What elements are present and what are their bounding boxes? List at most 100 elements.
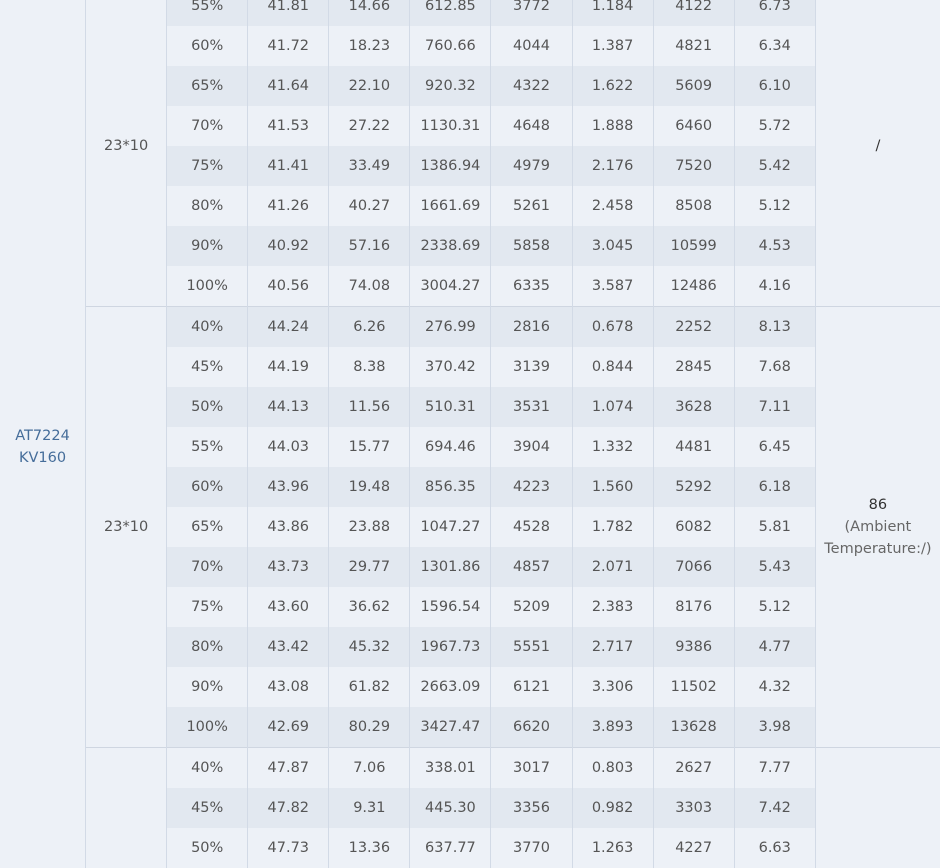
torque-cell: 9386	[653, 627, 735, 667]
current-cell: 9.31	[328, 788, 411, 828]
current-cell: 45.32	[328, 627, 411, 667]
efficiency-cell: 7.77	[734, 747, 816, 788]
thrust-cell: 2.717	[572, 627, 654, 667]
efficiency-cell: 4.16	[734, 266, 816, 307]
thrust-cell: 3.893	[572, 707, 654, 748]
table-row: 90% 43.08 61.82 2663.09 6121 3.306 11502 4.32	[0, 667, 940, 707]
rpm-cell: 4322	[490, 66, 573, 106]
efficiency-cell: 4.53	[734, 226, 816, 266]
power-cell: 760.66	[409, 26, 492, 66]
rpm-cell: 5209	[490, 587, 573, 627]
power-cell: 1967.73	[409, 627, 492, 667]
power-cell: 2338.69	[409, 226, 492, 266]
torque-cell: 8176	[653, 587, 735, 627]
torque-cell: 4122	[653, 0, 735, 26]
current-cell: 74.08	[328, 266, 411, 307]
torque-cell: 10599	[653, 226, 735, 266]
voltage-cell: 43.08	[247, 667, 330, 707]
thrust-cell: 3.306	[572, 667, 654, 707]
throttle-cell: 60%	[166, 467, 249, 507]
throttle-cell: 55%	[166, 427, 249, 467]
current-cell: 8.38	[328, 347, 411, 387]
rpm-cell: 6121	[490, 667, 573, 707]
efficiency-cell: 4.32	[734, 667, 816, 707]
rpm-cell: 4979	[490, 146, 573, 186]
throttle-cell: 50%	[166, 828, 249, 868]
torque-cell: 6082	[653, 507, 735, 547]
table-row: 40% 47.87 7.06 338.01 3017 0.803 2627 7.77	[0, 747, 940, 868]
thrust-cell: 0.982	[572, 788, 654, 828]
power-cell: 276.99	[409, 306, 492, 347]
motor-kv: KV160	[18, 450, 67, 466]
motor-model-cell: AT7224 KV160	[0, 0, 87, 868]
power-cell: 920.32	[409, 66, 492, 106]
efficiency-cell: 6.73	[734, 0, 816, 26]
rpm-cell: 6335	[490, 266, 573, 307]
rpm-cell: 5551	[490, 627, 573, 667]
temperature-cell: /	[815, 0, 940, 307]
rpm-cell: 3772	[490, 0, 573, 26]
temperature-value: 86	[868, 497, 888, 513]
efficiency-cell: 6.63	[734, 828, 816, 868]
rpm-cell: 4648	[490, 106, 573, 146]
table-row: 70% 43.73 29.77 1301.86 4857 2.071 7066 5.43	[0, 547, 940, 587]
voltage-cell: 41.64	[247, 66, 330, 106]
thrust-cell: 3.045	[572, 226, 654, 266]
power-cell: 445.30	[409, 788, 492, 828]
power-cell: 1301.86	[409, 547, 492, 587]
throttle-cell: 100%	[166, 707, 249, 748]
throttle-cell: 90%	[166, 667, 249, 707]
voltage-cell: 44.03	[247, 427, 330, 467]
table-row: 45% 47.82 9.31 445.30 3356 0.982 3303 7.42	[0, 788, 940, 828]
thrust-cell: 2.071	[572, 547, 654, 587]
current-cell: 29.77	[328, 547, 411, 587]
torque-cell: 4227	[653, 828, 735, 868]
throttle-cell: 75%	[166, 146, 249, 186]
power-cell: 856.35	[409, 467, 492, 507]
power-cell: 338.01	[409, 747, 492, 788]
current-cell: 7.06	[328, 747, 411, 788]
thrust-cell: 1.184	[572, 0, 654, 26]
table-row: 100% 40.56 74.08 3004.27 6335 3.587 12486 4.16	[0, 266, 940, 307]
torque-cell: 12486	[653, 266, 735, 307]
torque-cell: 2845	[653, 347, 735, 387]
thrust-cell: 2.383	[572, 587, 654, 627]
throttle-cell: 80%	[166, 627, 249, 667]
efficiency-cell: 7.42	[734, 788, 816, 828]
throttle-cell: 55%	[166, 0, 249, 26]
torque-cell: 4481	[653, 427, 735, 467]
current-cell: 6.26	[328, 306, 411, 347]
torque-cell: 8508	[653, 186, 735, 226]
table-row: 65% 41.64 22.10 920.32 4322 1.622 5609 6.10	[0, 66, 940, 106]
table-row: 60% 41.72 18.23 760.66 4044 1.387 4821 6.34	[0, 26, 940, 66]
efficiency-cell: 5.12	[734, 587, 816, 627]
power-cell: 3004.27	[409, 266, 492, 307]
propeller-cell	[85, 747, 168, 868]
voltage-cell: 47.73	[247, 828, 330, 868]
power-cell: 3427.47	[409, 707, 492, 748]
table-row: 50% 47.73 13.36 637.77 3770 1.263 4227 6.63	[0, 828, 940, 868]
current-cell: 11.56	[328, 387, 411, 427]
throttle-cell: 60%	[166, 26, 249, 66]
voltage-cell: 41.72	[247, 26, 330, 66]
torque-cell: 3303	[653, 788, 735, 828]
thrust-cell: 1.622	[572, 66, 654, 106]
temperature-cell	[815, 747, 940, 868]
table-row: 55% 44.03 15.77 694.46 3904 1.332 4481 6.45	[0, 427, 940, 467]
current-cell: 57.16	[328, 226, 411, 266]
efficiency-cell: 6.34	[734, 26, 816, 66]
temperature-cell: 86 (Ambient Temperature:/)	[815, 306, 940, 748]
throttle-cell: 50%	[166, 387, 249, 427]
current-cell: 13.36	[328, 828, 411, 868]
efficiency-cell: 6.45	[734, 427, 816, 467]
rpm-cell: 3904	[490, 427, 573, 467]
voltage-cell: 42.69	[247, 707, 330, 748]
power-cell: 637.77	[409, 828, 492, 868]
efficiency-cell: 7.68	[734, 347, 816, 387]
table-row: 50% 44.13 11.56 510.31 3531 1.074 3628 7.11	[0, 387, 940, 427]
voltage-cell: 41.81	[247, 0, 330, 26]
rpm-cell: 2816	[490, 306, 573, 347]
current-cell: 27.22	[328, 106, 411, 146]
